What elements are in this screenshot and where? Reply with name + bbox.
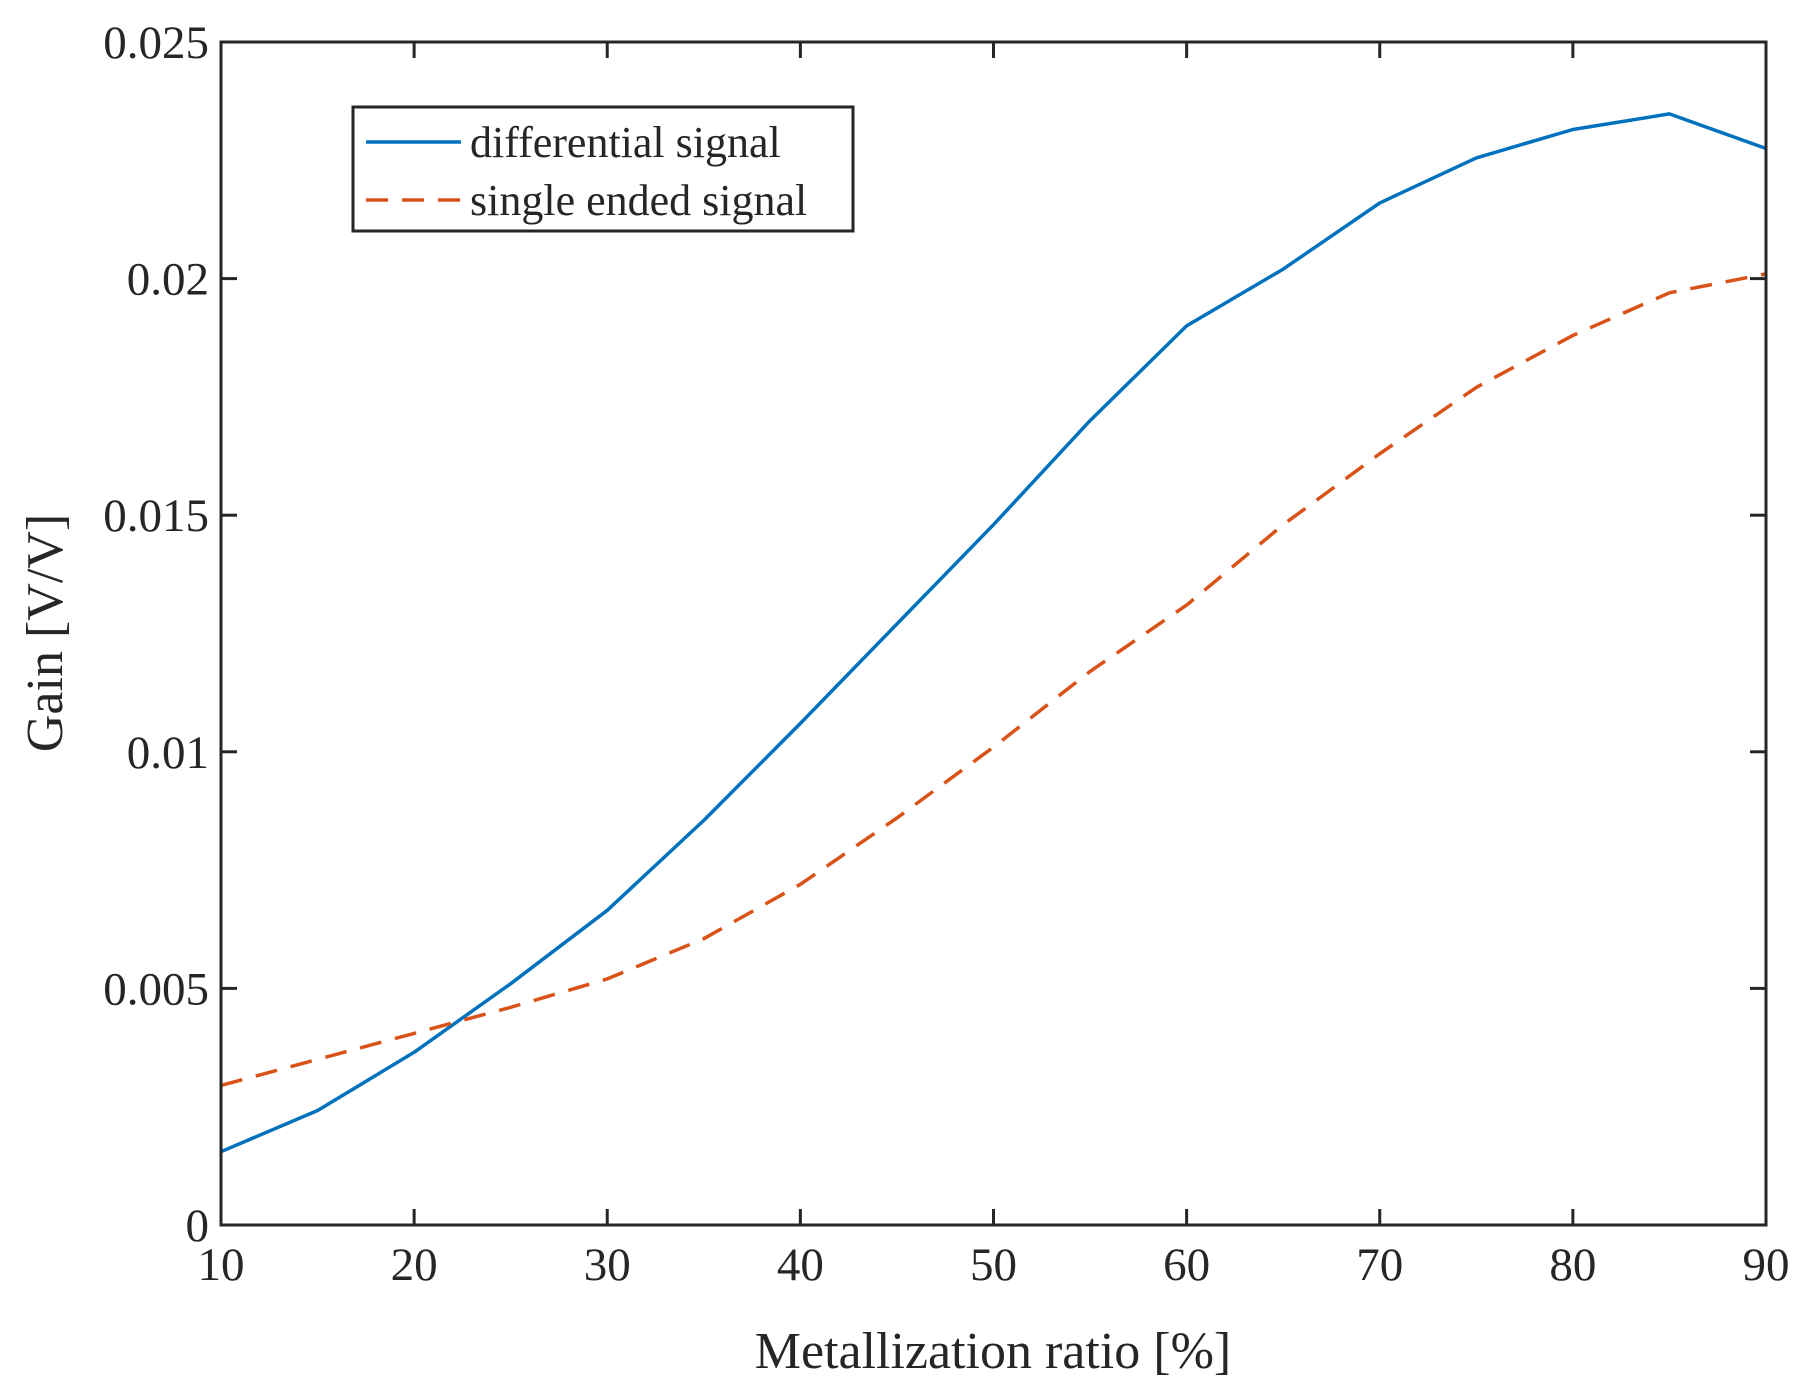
y-tick-label: 0.02 [127, 254, 209, 306]
legend-box [351, 105, 855, 233]
axes-box [219, 40, 1768, 1227]
x-tick-label: 90 [1743, 1239, 1790, 1291]
tick-labels-layer: 10 20 30 40 50 60 70 80 90 0 0.005 0.01 0.015 0.02 0.0… [103, 17, 1789, 1291]
plot-area [221, 42, 1766, 1225]
x-tick-label: 10 [198, 1239, 245, 1291]
legend: differential signal single ended signal [351, 105, 855, 233]
y-tick-label: 0.025 [103, 17, 209, 69]
x-tick-label: 20 [391, 1239, 438, 1291]
x-tick-label: 60 [1163, 1239, 1210, 1291]
x-axis-label: Metallization ratio [%] [755, 1323, 1231, 1380]
series-layer [220, 112, 1767, 1154]
y-axis-label: Gain [V/V] [17, 514, 74, 752]
y-tick-label: 0.01 [127, 727, 209, 779]
legend-label-differential: differential signal [470, 118, 781, 167]
y-tick-label: 0.005 [103, 963, 209, 1015]
legend-label-single-ended: single ended signal [470, 176, 807, 225]
x-tick-label: 50 [970, 1239, 1017, 1291]
series-line-single-ended [220, 272, 1767, 1088]
x-tick-label: 80 [1549, 1239, 1596, 1291]
x-tick-label: 70 [1356, 1239, 1403, 1291]
y-tick-label: 0 [186, 1200, 210, 1252]
y-tick-label: 0.015 [103, 490, 209, 542]
series-line-differential [220, 112, 1767, 1154]
x-tick-label: 40 [777, 1239, 824, 1291]
x-tick-label: 30 [584, 1239, 631, 1291]
